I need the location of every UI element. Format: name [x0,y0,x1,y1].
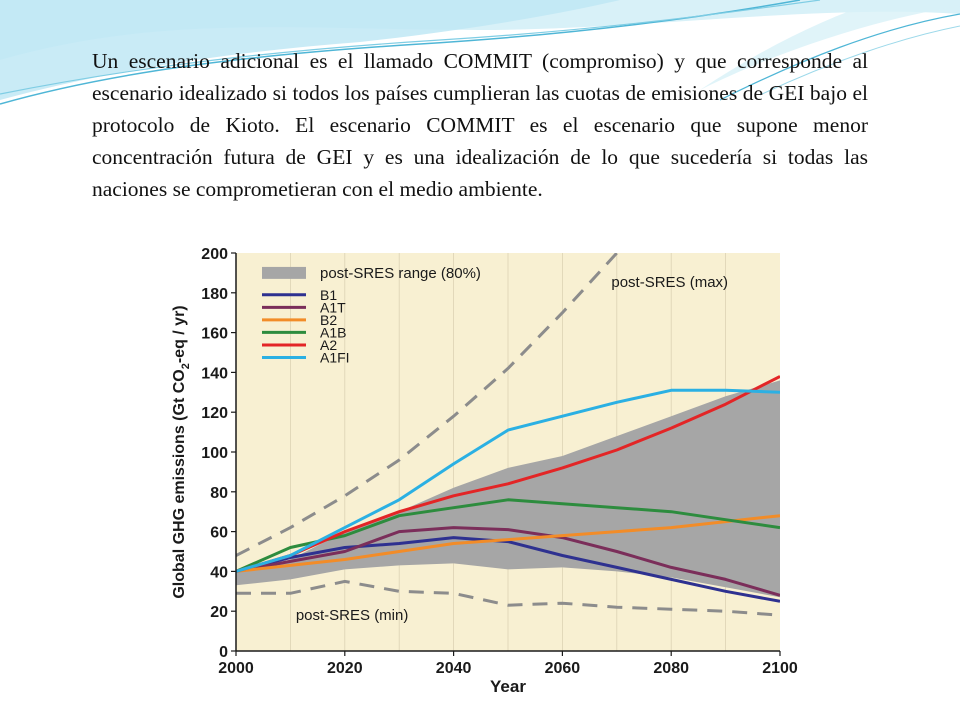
legend-label-a1fi: A1FI [320,349,350,365]
legend-label-b1: B1 [320,287,337,303]
x-tick-label: 2060 [545,660,581,677]
y-tick-label: 0 [219,644,228,661]
wave-right-top [700,0,960,90]
y-axis-title-subscript: 2 [180,363,192,369]
emissions-chart: post-SRES (max) post-SRES (min) post-SRES … [158,247,802,693]
y-axis-title-part: Global GHG emissions (Gt CO [171,369,188,598]
slide-paragraph: Un escenario adicional es el llamado COM… [92,49,868,201]
legend-label-b2: B2 [320,312,337,328]
x-axis-title: Year [490,677,526,693]
bound-min-label: post-SRES (min) [296,607,409,624]
series-line-a1t [236,526,780,597]
legend-range-swatch [262,266,306,279]
wave-right-line [719,13,960,101]
y-tick-label: 60 [210,525,228,542]
wave-line-mid [0,0,821,95]
y-tick-label: 40 [210,564,228,581]
y-axis-title: Global GHG emissions (Gt CO2-eq / yr) [171,305,192,598]
x-tick-label: 2100 [762,660,798,677]
wave-right-line-2 [759,25,960,96]
legend-label-a1t: A1T [320,299,346,315]
y-tick-label: 200 [201,247,228,263]
y-tick-label: 140 [201,365,228,382]
y-tick-label: 100 [201,445,228,462]
series-line-a2 [236,375,780,573]
series-line-a1fi [236,388,780,573]
y-tick-label: 120 [201,405,228,422]
legend-label-a1b: A1B [320,324,346,340]
x-tick-label: 2040 [436,660,472,677]
x-tick-label: 2000 [218,660,254,677]
y-tick-label: 160 [201,326,228,343]
y-axis-title-part: -eq / yr) [171,305,188,363]
series-line-b1 [236,536,780,603]
legend-range-label: post-SRES range (80%) [320,265,481,282]
emissions-chart-svg: post-SRES (max) post-SRES (min) post-SRES … [171,247,798,693]
x-tick-label: 2080 [653,660,689,677]
y-tick-label: 80 [210,485,228,502]
x-tick-label: 2020 [327,660,363,677]
y-tick-label: 20 [210,604,228,621]
wave-band-mid [0,0,620,100]
bound-max-label: post-SRES (max) [611,274,728,291]
bound-min-line [236,579,780,617]
series-line-b2 [236,514,780,573]
legend-label-a2: A2 [320,337,337,353]
y-tick-label: 180 [201,286,228,303]
